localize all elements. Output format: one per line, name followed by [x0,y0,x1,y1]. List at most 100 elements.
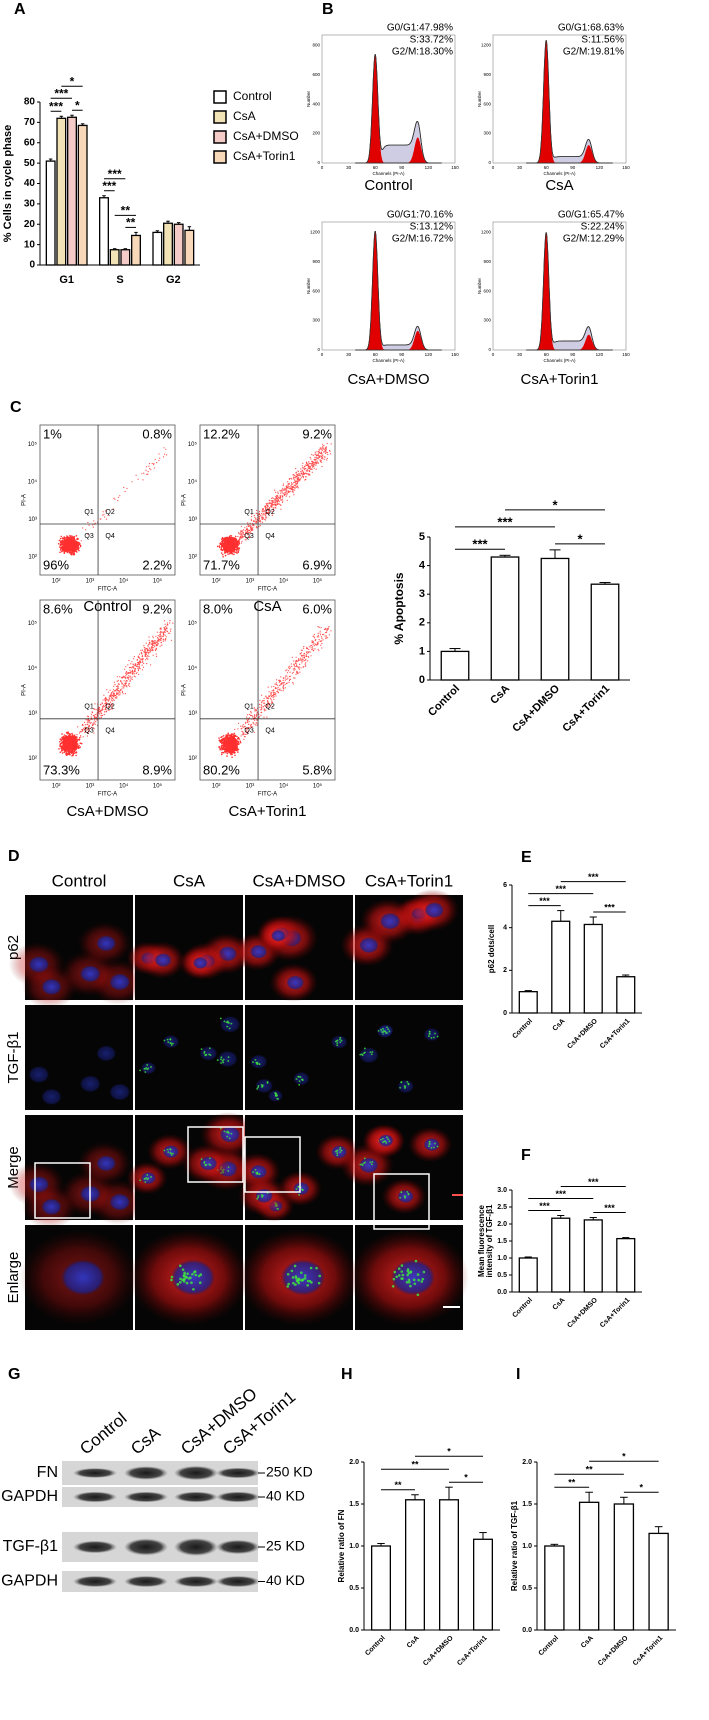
event-dot [324,458,326,460]
legend-swatch [213,110,227,124]
quadrant-label: Q4 [105,728,114,735]
event-dot [149,647,151,649]
event-dot [323,448,325,451]
event-dot [72,539,74,542]
event-dot [73,538,76,541]
event-dot [237,550,239,552]
event-dot [63,734,66,736]
event-dot [227,538,230,541]
event-dot [109,701,112,703]
event-dot [151,646,153,648]
y-tick-label: 1.0 [497,1255,507,1262]
histogram-outline [526,40,613,164]
event-dot [116,696,118,698]
event-dot [321,447,323,449]
y-tick-label: 50 [24,158,36,169]
event-dot [147,471,149,473]
event-dot [98,708,100,711]
event-dot [126,676,129,678]
x-tick-label: 120 [425,352,433,357]
event-dot [159,636,161,638]
event-dot [86,719,88,721]
event-dot [133,656,135,658]
event-dot [69,551,71,554]
event-dot [319,448,321,450]
y-tick-label: 10⁵ [28,441,38,448]
event-dot [271,503,273,505]
histogram-g1-peak [526,40,613,164]
event-dot [297,473,299,475]
event-dot [227,732,229,734]
event-dot [67,539,70,542]
x-tick-label: 0 [492,352,495,357]
event-dot [66,754,68,756]
phase-percentage: G2/M:19.81% [563,47,624,58]
y-tick-label: 2.0 [497,1221,507,1228]
event-dot [145,648,147,650]
event-dot [172,622,174,624]
event-dot [76,746,78,748]
event-dot [323,444,325,447]
event-dot [218,737,220,739]
event-dot [73,738,76,741]
event-dot [151,648,153,650]
event-dot [110,705,112,707]
event-dot [162,456,165,458]
event-dot [308,463,310,465]
event-dot [143,651,145,653]
event-dot [93,721,95,723]
event-dot [299,478,301,480]
event-dot [234,754,236,757]
event-dot [234,535,237,538]
event-dot [137,669,140,672]
event-dot [94,703,96,705]
event-dot [66,551,69,554]
event-dot [143,662,145,665]
event-dot [286,486,288,488]
event-dot [297,478,299,480]
event-dot [141,654,143,656]
event-dot [62,541,64,543]
event-dot [93,732,95,734]
event-dot [256,527,258,529]
event-dot [80,736,82,738]
quadrant-percentage: 8.9% [142,762,172,777]
event-dot [77,738,80,741]
event-dot [300,471,302,473]
event-dot [286,499,288,501]
significance-label: * [622,1452,626,1462]
event-dot [69,541,71,544]
event-dot [240,525,242,527]
y-tick-label: 1.0 [522,1543,532,1550]
event-dot [78,744,80,747]
event-dot [95,721,97,723]
x-tick-label: CsA+DMSO [566,1017,599,1050]
event-dot [65,735,67,738]
event-dot [319,447,321,449]
event-dot [273,503,276,505]
event-dot [238,533,240,535]
event-dot [164,623,166,625]
event-dot [265,503,267,505]
event-dot [70,547,72,549]
event-dot [148,463,151,465]
dot-plot-name: Control [83,598,131,615]
event-dot [73,750,75,752]
y-tick-label: 0.0 [522,1627,532,1634]
y-tick-label: 0.5 [497,1272,507,1279]
histogram-name: Control [364,177,412,194]
event-dot [80,742,83,745]
event-dot [72,754,74,756]
event-dot [313,467,315,469]
event-dot [258,510,261,513]
event-dot [131,678,133,681]
event-dot [124,693,126,695]
event-dot [308,470,311,472]
y-tick-label: 0 [503,1010,507,1017]
event-dot [87,719,90,721]
event-dot [306,469,309,471]
event-dot [303,467,305,470]
event-dot [169,630,172,632]
event-dot [105,701,107,703]
event-dot [131,676,133,678]
